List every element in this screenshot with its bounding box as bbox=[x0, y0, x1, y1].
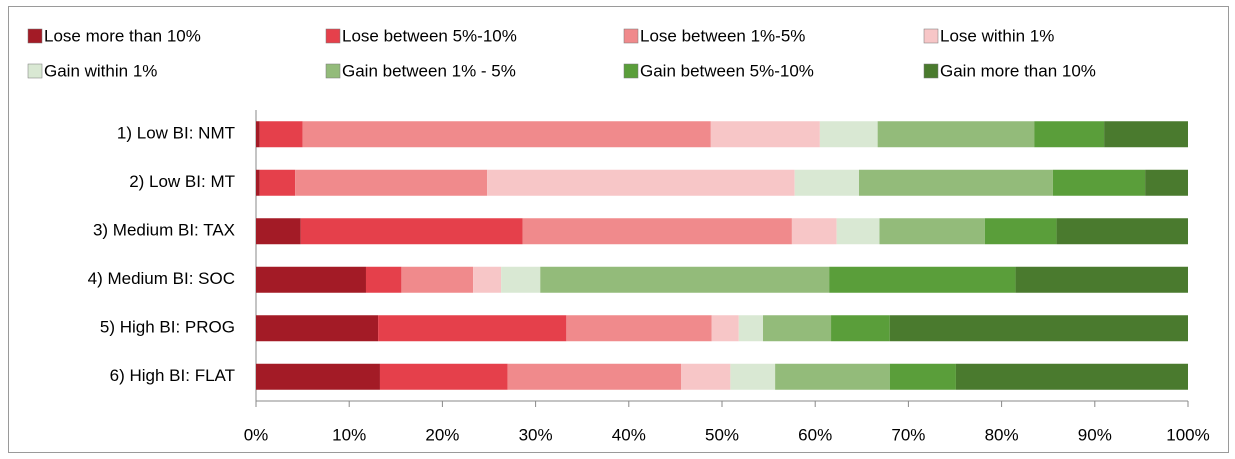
bar-segment bbox=[1056, 218, 1188, 245]
bar-segment bbox=[256, 266, 366, 293]
y-tick-label: 3) Medium BI: TAX bbox=[93, 221, 235, 240]
x-tick-label: 0% bbox=[244, 425, 269, 444]
legend-label: Lose between 1%-5% bbox=[640, 26, 805, 45]
x-tick-label: 30% bbox=[519, 425, 553, 444]
bar-segment bbox=[487, 169, 795, 196]
bar-segment bbox=[889, 315, 1188, 342]
y-tick-label: 5) High BI: PROG bbox=[100, 318, 235, 337]
legend-swatch bbox=[27, 63, 43, 79]
bar-segment bbox=[1052, 169, 1146, 196]
bar-segment bbox=[1145, 169, 1188, 196]
x-tick-label: 40% bbox=[612, 425, 646, 444]
bar-segment bbox=[300, 218, 523, 245]
y-tick-label: 1) Low BI: NMT bbox=[117, 124, 235, 143]
legend-label: Lose between 5%-10% bbox=[342, 26, 517, 45]
bar-segment bbox=[763, 315, 832, 342]
legend-swatch bbox=[325, 28, 341, 44]
bar-segment bbox=[775, 363, 890, 390]
x-tick-label: 50% bbox=[705, 425, 739, 444]
legend-label: Gain between 5%-10% bbox=[640, 61, 814, 80]
bar-segment bbox=[831, 315, 890, 342]
legend-label: Gain within 1% bbox=[44, 61, 157, 80]
y-tick-label: 2) Low BI: MT bbox=[129, 172, 235, 191]
bar-segment bbox=[1015, 266, 1188, 293]
legend-swatch bbox=[923, 28, 939, 44]
bar-segment bbox=[836, 218, 880, 245]
bar-segment bbox=[711, 315, 739, 342]
legend-label: Gain more than 10% bbox=[940, 61, 1096, 80]
bar-segment bbox=[738, 315, 764, 342]
bar-segment bbox=[501, 266, 541, 293]
bar-segment bbox=[302, 121, 711, 148]
bar-segment bbox=[378, 315, 567, 342]
bar-segment bbox=[365, 266, 402, 293]
y-tick-label: 6) High BI: FLAT bbox=[110, 366, 235, 385]
bar-segment bbox=[256, 169, 260, 196]
bar-segment bbox=[1104, 121, 1188, 148]
bar-segment bbox=[791, 218, 837, 245]
bar-segment bbox=[984, 218, 1057, 245]
bar-segment bbox=[730, 363, 776, 390]
x-tick-label: 20% bbox=[425, 425, 459, 444]
bar-segment bbox=[829, 266, 1016, 293]
legend-label: Lose within 1% bbox=[940, 26, 1054, 45]
x-tick-label: 80% bbox=[985, 425, 1019, 444]
bar-segment bbox=[879, 218, 985, 245]
bar-segment bbox=[256, 121, 260, 148]
x-tick-label: 60% bbox=[798, 425, 832, 444]
bar-segment bbox=[256, 218, 301, 245]
bar-segment bbox=[819, 121, 878, 148]
bar-segment bbox=[889, 363, 956, 390]
bar-segment bbox=[256, 315, 379, 342]
bar-segment bbox=[473, 266, 502, 293]
legend-label: Lose more than 10% bbox=[44, 26, 201, 45]
legend-swatch bbox=[623, 63, 639, 79]
bar-segment bbox=[522, 218, 792, 245]
x-tick-label: 90% bbox=[1078, 425, 1112, 444]
x-tick-label: 10% bbox=[332, 425, 366, 444]
y-tick-label: 4) Medium BI: SOC bbox=[88, 269, 235, 288]
bar-segment bbox=[295, 169, 488, 196]
bar-segment bbox=[877, 121, 1035, 148]
bar-segment bbox=[259, 169, 296, 196]
bar-segment bbox=[859, 169, 1053, 196]
bar-segment bbox=[710, 121, 820, 148]
x-tick-label: 70% bbox=[891, 425, 925, 444]
bar-segment bbox=[794, 169, 860, 196]
bar-segment bbox=[566, 315, 712, 342]
bar-segment bbox=[256, 363, 380, 390]
legend-swatch bbox=[325, 63, 341, 79]
bar-segment bbox=[379, 363, 508, 390]
bar-segment bbox=[401, 266, 474, 293]
legend-label: Gain between 1% - 5% bbox=[342, 61, 516, 80]
legend-swatch bbox=[27, 28, 43, 44]
x-tick-label: 100% bbox=[1166, 425, 1209, 444]
bar-segment bbox=[540, 266, 830, 293]
bar-segment bbox=[259, 121, 303, 148]
legend-swatch bbox=[923, 63, 939, 79]
bar-segment bbox=[680, 363, 731, 390]
legend-swatch bbox=[623, 28, 639, 44]
bar-segment bbox=[507, 363, 681, 390]
bar-segment bbox=[1034, 121, 1105, 148]
bar-segment bbox=[955, 363, 1188, 390]
